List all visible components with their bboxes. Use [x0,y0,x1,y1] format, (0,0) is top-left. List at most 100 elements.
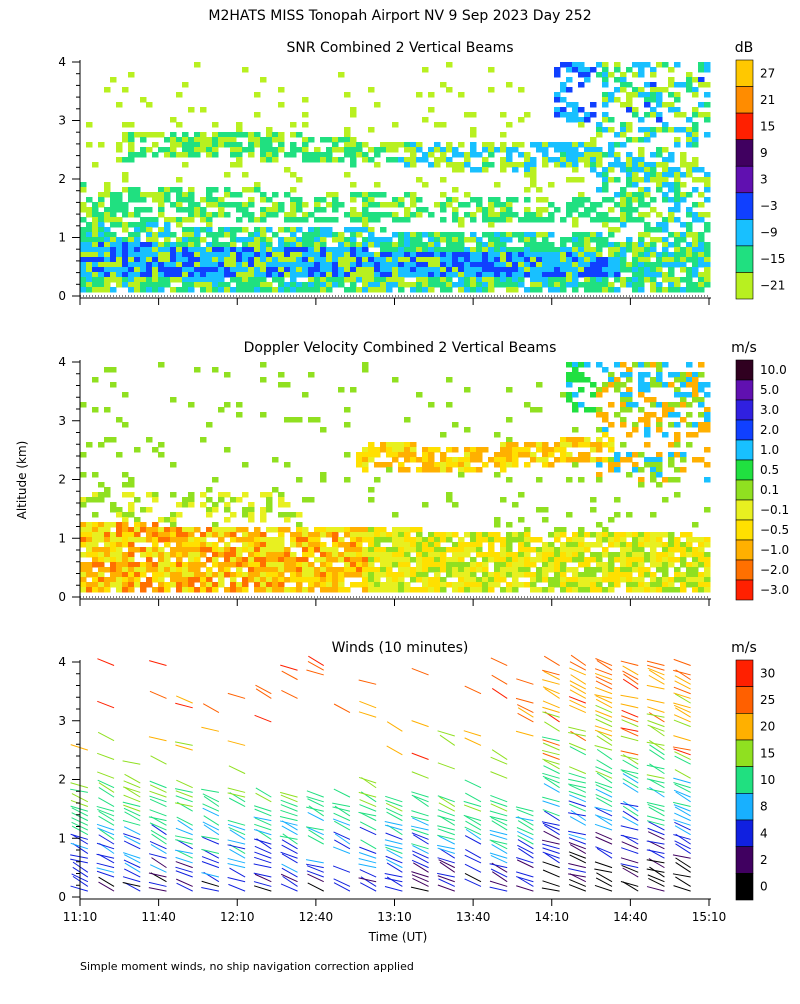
heatmap-cell [284,227,291,233]
heatmap-cell [494,537,501,543]
heatmap-cell [362,367,369,373]
heatmap-cell [560,547,567,553]
heatmap-cell [416,537,423,543]
wind-barb [595,710,613,718]
heatmap-cell [626,137,633,143]
heatmap-cell [128,262,135,268]
heatmap-cell [356,152,363,158]
heatmap-cell [626,367,633,373]
wind-barb [227,839,246,845]
heatmap-cell [296,242,303,248]
wind-barb [438,859,455,869]
heatmap-cell [458,287,465,293]
heatmap-cell [164,272,171,278]
heatmap-cell [662,552,669,558]
heatmap-cell [236,267,243,273]
heatmap-cell [176,237,183,243]
heatmap-cell [98,232,105,238]
heatmap-cell [86,242,93,248]
heatmap-cell [218,567,225,573]
heatmap-cell [488,272,495,278]
heatmap-cell [368,197,375,203]
heatmap-cell [650,582,657,588]
heatmap-cell [554,277,561,283]
heatmap-cell [614,457,621,463]
heatmap-cell [554,447,561,453]
heatmap-cell [704,477,711,483]
heatmap-cell [128,527,135,533]
heatmap-cell [140,277,147,283]
heatmap-cell [500,232,507,238]
wind-barb [542,796,560,803]
heatmap-cell [686,287,693,293]
heatmap-cell [332,552,339,558]
heatmap-cell [368,262,375,268]
heatmap-cell [152,272,159,278]
heatmap-cell [428,237,435,243]
heatmap-cell [584,287,591,293]
heatmap-cell [704,427,711,433]
heatmap-cell [620,212,627,218]
wind-barb [594,884,613,892]
heatmap-cell [260,192,267,198]
heatmap-cell [170,277,177,283]
heatmap-cell [374,212,381,218]
heatmap-cell [314,227,321,233]
heatmap-cell [194,552,201,558]
heatmap-cell [212,527,219,533]
heatmap-cell [530,262,537,268]
heatmap-cell [536,457,543,463]
heatmap-cell [470,142,477,148]
heatmap-cell [572,572,579,578]
heatmap-cell [560,152,567,158]
heatmap-cell [416,232,423,238]
heatmap-cell [92,512,99,518]
wind-barb [253,881,272,887]
colorbar-label: −3.0 [760,583,789,597]
heatmap-cell [626,557,633,563]
heatmap-cell [620,547,627,553]
heatmap-cell [416,207,423,213]
heatmap-cell [308,252,315,258]
heatmap-cell [500,167,507,173]
heatmap-cell [308,282,315,288]
heatmap-cell [458,587,465,593]
heatmap-cell [260,562,267,568]
heatmap-cell [596,457,603,463]
wind-barb [516,885,534,892]
wind-barb [673,669,691,676]
heatmap-cell [194,227,201,233]
heatmap-cell [620,407,627,413]
heatmap-cell [626,372,633,378]
heatmap-cell [314,197,321,203]
heatmap-cell [446,557,453,563]
heatmap-cell [170,567,177,573]
wind-barb [674,825,691,836]
wind-barb [386,858,403,869]
heatmap-cell [404,547,411,553]
heatmap-cell [644,412,651,418]
heatmap-cell [182,572,189,578]
wind-barb [412,834,429,845]
heatmap-cell [692,457,699,463]
heatmap-cell [506,267,513,273]
heatmap-cell [110,562,117,568]
heatmap-cell [314,272,321,278]
heatmap-cell [206,197,213,203]
wind-barb [385,802,403,812]
heatmap-cell [350,272,357,278]
heatmap-cell [518,582,525,588]
wind-barb [359,821,377,831]
heatmap-cell [572,147,579,153]
heatmap-cell [254,242,261,248]
heatmap-cell [368,242,375,248]
heatmap-cell [218,202,225,208]
wind-barb [568,790,586,798]
heatmap-cell [686,582,693,588]
heatmap-cell [608,422,615,428]
doppler-colorbar-units: m/s [731,340,757,356]
wind-barb [98,876,115,887]
heatmap-cell [344,277,351,283]
heatmap-cell [608,582,615,588]
heatmap-cell [668,287,675,293]
